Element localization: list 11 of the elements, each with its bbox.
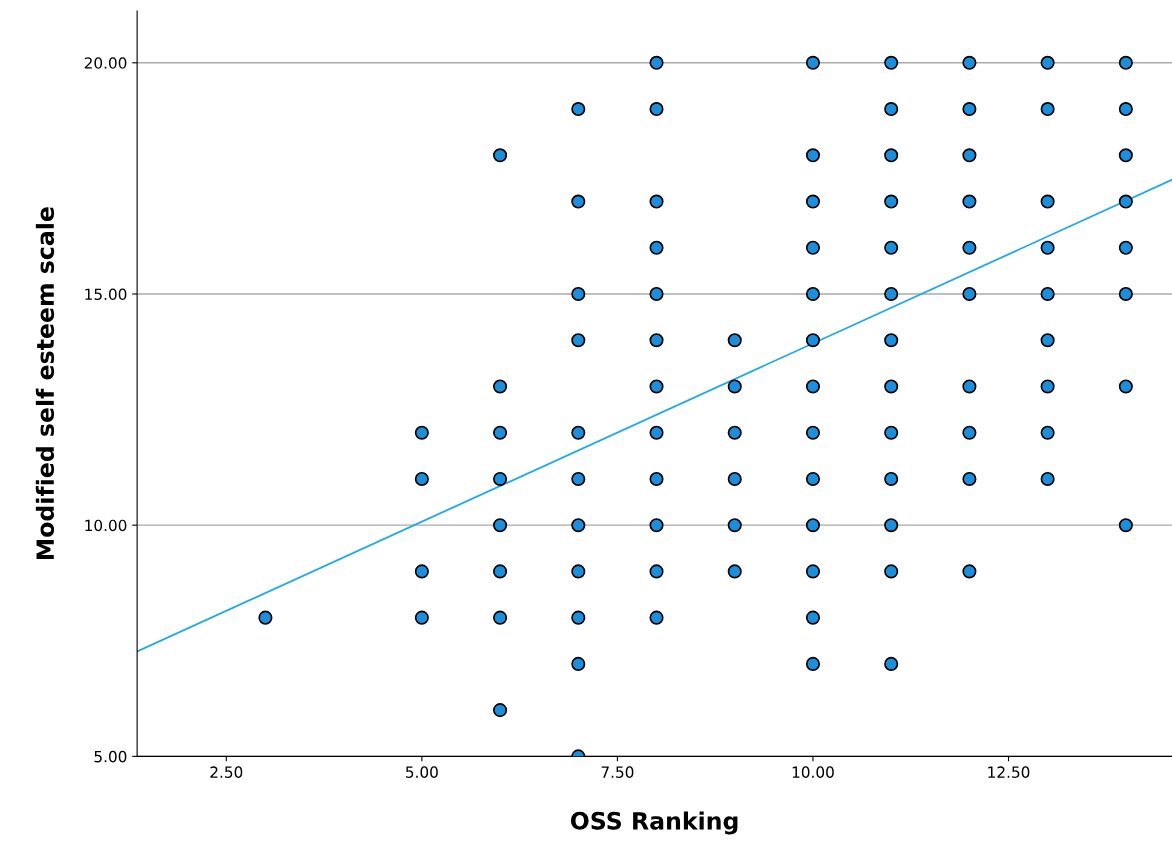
x-tick-label: 7.50 xyxy=(601,766,634,778)
y-axis-title: Modified self esteem scale xyxy=(35,207,55,560)
y-tick-label: 15.00 xyxy=(85,288,127,301)
x-tick-label: 12.50 xyxy=(988,766,1030,778)
y-tick-label: 10.00 xyxy=(85,519,127,532)
y-tick-label: 5.00 xyxy=(94,750,127,763)
x-axis-title: OSS Ranking xyxy=(570,811,738,835)
x-tick-label: 2.50 xyxy=(210,766,243,778)
x-tick-label: 10.00 xyxy=(792,766,834,778)
x-tick-label: 5.00 xyxy=(406,766,438,778)
y-tick-label: 20.00 xyxy=(84,57,127,69)
